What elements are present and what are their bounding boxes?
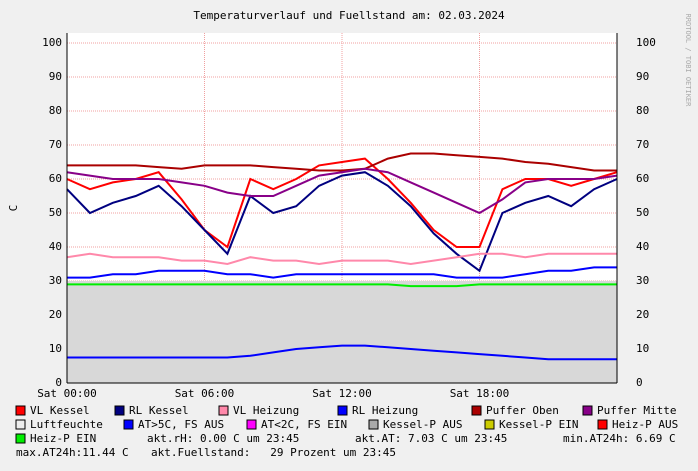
y-tick-label: 100: [42, 36, 62, 49]
y2-tick-label: 90: [636, 70, 649, 83]
x-tick-label: Sat 18:00: [450, 387, 510, 400]
note: akt.rH: 0.00 C um 23:45: [147, 432, 299, 445]
line: [66, 157, 618, 249]
legend-swatch: [123, 419, 134, 430]
legend-label: AT>5C, FS AUS: [138, 418, 224, 431]
legend-label: VL Heizung: [233, 404, 299, 417]
y2-tick-label: 10: [636, 342, 649, 355]
y2-tick-label: 30: [636, 274, 649, 287]
y-tick-label: 10: [49, 342, 62, 355]
legend-label: Puffer Oben: [486, 404, 559, 417]
legend-label: VL Kessel: [30, 404, 90, 417]
legend-swatch: [471, 405, 482, 416]
legend-label: Kessel-P EIN: [499, 418, 578, 431]
y-tick-label: 0: [55, 376, 62, 389]
legend-label: Heiz-P AUS: [612, 418, 678, 431]
y-tick-label: 80: [49, 104, 62, 117]
y-tick-label: 40: [49, 240, 62, 253]
legend-swatch: [15, 419, 26, 430]
note: akt.AT: 7.03 C um 23:45: [355, 432, 507, 445]
area: [67, 281, 617, 383]
y2-tick-label: 50: [636, 206, 649, 219]
legend-label: Kessel-P AUS: [383, 418, 462, 431]
y-tick-label: 30: [49, 274, 62, 287]
line: [66, 171, 618, 273]
y-tick-label: 90: [49, 70, 62, 83]
y2-tick-label: 100: [636, 36, 656, 49]
legend-swatch: [15, 433, 26, 444]
legend-swatch: [218, 405, 229, 416]
y2-tick-label: 40: [636, 240, 649, 253]
legend-swatch: [582, 405, 593, 416]
legend-label: Luftfeuchte: [30, 418, 103, 431]
legend-swatch: [368, 419, 379, 430]
legend-swatch: [246, 419, 257, 430]
y-tick-label: 60: [49, 172, 62, 185]
y2-tick-label: 70: [636, 138, 649, 151]
line: [67, 344, 617, 361]
line: [66, 252, 617, 266]
chart-title: Temperaturverlauf und Fuellstand am: 02.…: [193, 9, 505, 22]
legend-label: RL Kessel: [129, 404, 189, 417]
x-tick-label: Sat 12:00: [312, 387, 372, 400]
y2-tick-label: 80: [636, 104, 649, 117]
legend-swatch: [597, 419, 608, 430]
legend-swatch: [484, 419, 495, 430]
legend-swatch: [15, 405, 26, 416]
line: [66, 167, 618, 215]
y-tick-label: 70: [49, 138, 62, 151]
note: akt.Fuellstand: 29 Prozent um 23:45: [151, 446, 396, 459]
x-tick-label: Sat 06:00: [175, 387, 235, 400]
legend-label: Puffer Mitte: [597, 404, 676, 417]
legend-swatch: [337, 405, 348, 416]
side-text: RRDTOOL / TOBI OETIKER: [684, 14, 692, 108]
y-tick-label: 20: [49, 308, 62, 321]
y-axis-label: C: [7, 205, 20, 212]
y2-tick-label: 0: [636, 376, 643, 389]
note: max.AT24h:11.44 C: [16, 446, 129, 459]
legend-swatch: [114, 405, 125, 416]
y2-tick-label: 20: [636, 308, 649, 321]
line: [67, 152, 617, 172]
legend-label: RL Heizung: [352, 404, 418, 417]
line: [67, 266, 617, 279]
y-tick-label: 50: [49, 206, 62, 219]
x-tick-label: Sat 00:00: [37, 387, 97, 400]
line: [67, 283, 617, 288]
y2-tick-label: 60: [636, 172, 649, 185]
legend-label: AT<2C, FS EIN: [261, 418, 347, 431]
note: min.AT24h: 6.69 C: [563, 432, 676, 445]
legend-label: Heiz-P EIN: [30, 432, 96, 445]
